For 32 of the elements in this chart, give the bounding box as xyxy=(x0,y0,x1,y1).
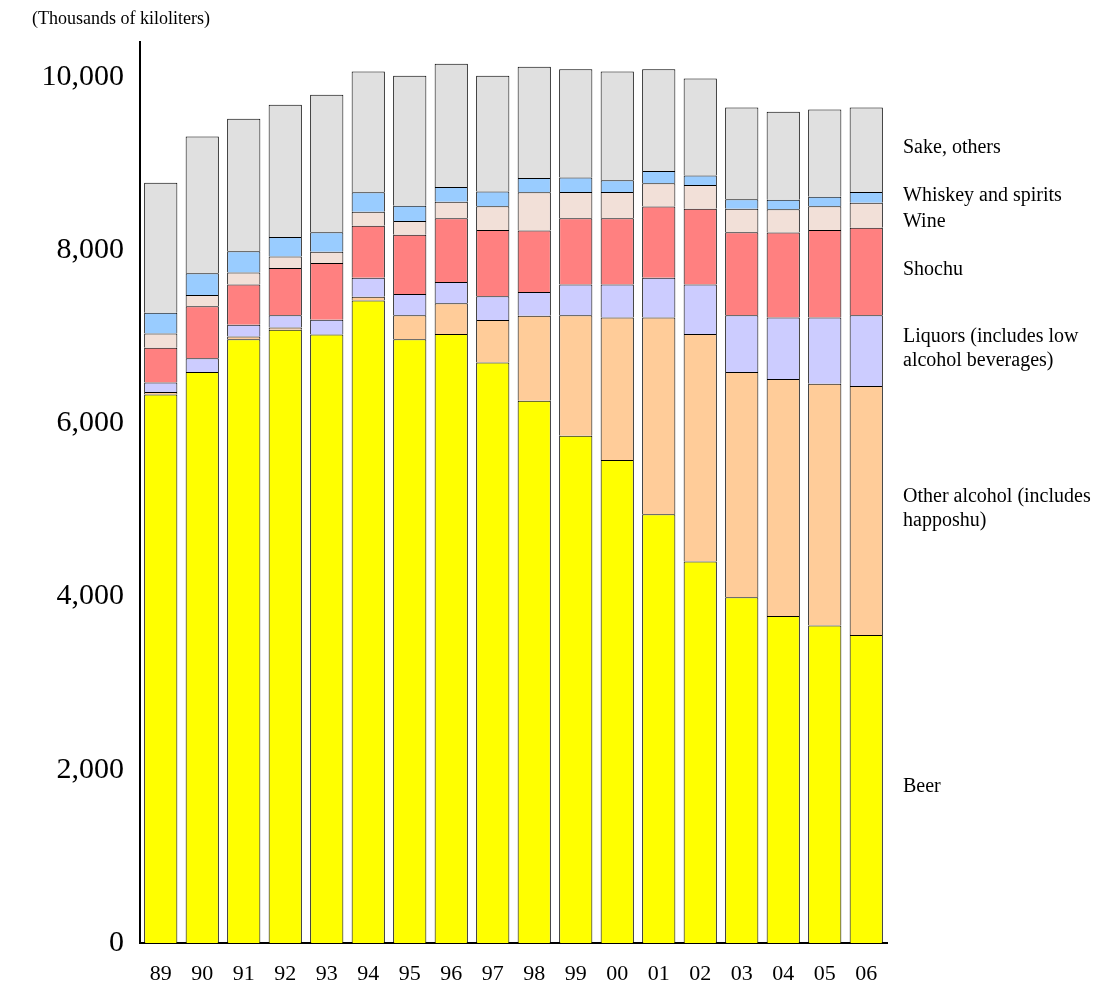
x-tick-label: 06 xyxy=(855,959,878,985)
y-tick-label: 6,000 xyxy=(56,404,124,438)
series-label: Shochu xyxy=(903,256,963,279)
x-tick-label: 98 xyxy=(523,959,546,985)
series-label: Sake, others xyxy=(903,134,1001,157)
x-tick-label: 90 xyxy=(191,959,214,985)
x-tick-label: 00 xyxy=(606,959,629,985)
x-tick-label: 94 xyxy=(357,959,380,985)
x-tick-label: 99 xyxy=(564,959,587,985)
x-tick-label: 04 xyxy=(772,959,795,985)
series-label: Other alcohol (includes happoshu) xyxy=(903,483,1091,531)
x-tick-label: 02 xyxy=(689,959,712,985)
series-label: Liquors (includes low alcohol beverages) xyxy=(903,323,1080,371)
x-tick-label: 05 xyxy=(813,959,836,985)
x-tick-label: 91 xyxy=(232,959,255,985)
y-tick-label: 0 xyxy=(109,923,124,957)
series-label: Wine xyxy=(903,208,946,231)
x-tick-label: 01 xyxy=(647,959,670,985)
x-tick-label: 92 xyxy=(274,959,297,985)
y-axis-title: (Thousands of kiloliters) xyxy=(32,7,210,29)
x-tick-label: 96 xyxy=(440,959,463,985)
x-tick-label: 95 xyxy=(398,959,421,985)
series-label: Beer xyxy=(903,774,942,797)
x-tick-label: 89 xyxy=(149,959,172,985)
x-tick-label: 03 xyxy=(730,959,753,985)
y-tick-label: 10,000 xyxy=(41,57,124,91)
y-tick-label: 2,000 xyxy=(56,750,124,784)
x-tick-label: 93 xyxy=(315,959,338,985)
series-label: Whiskey and spirits xyxy=(903,182,1063,206)
y-tick-label: 8,000 xyxy=(56,230,124,264)
x-tick-label: 97 xyxy=(481,959,504,985)
y-tick-label: 4,000 xyxy=(56,577,124,611)
